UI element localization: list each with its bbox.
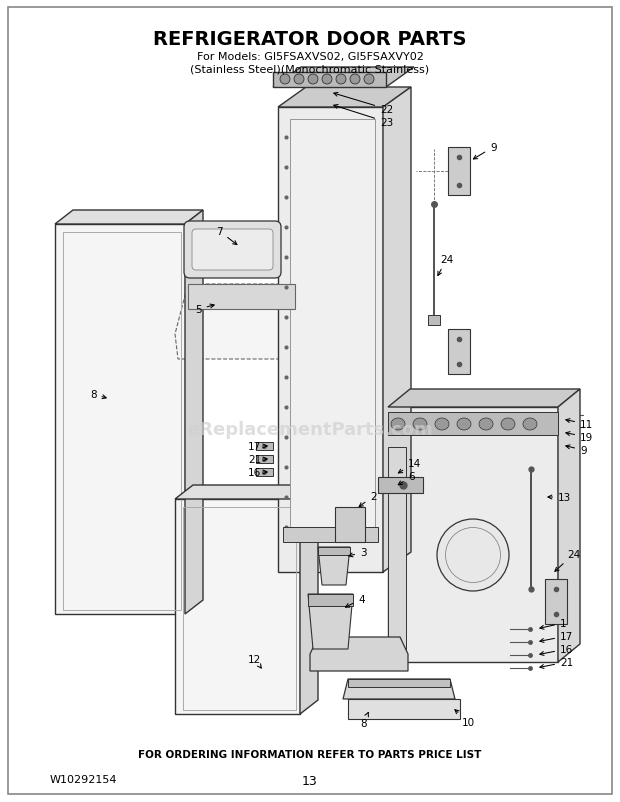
Ellipse shape xyxy=(391,419,405,431)
Polygon shape xyxy=(273,68,414,88)
Polygon shape xyxy=(310,638,408,671)
Text: 24: 24 xyxy=(438,255,453,276)
Text: 4: 4 xyxy=(345,594,365,607)
Text: W10292154: W10292154 xyxy=(50,774,118,784)
Polygon shape xyxy=(428,316,440,326)
Polygon shape xyxy=(185,211,203,614)
Text: 21: 21 xyxy=(248,455,267,464)
Bar xyxy=(63,233,181,610)
Polygon shape xyxy=(278,88,411,107)
Polygon shape xyxy=(256,468,273,476)
Polygon shape xyxy=(308,594,353,649)
Text: 13: 13 xyxy=(302,774,318,787)
Ellipse shape xyxy=(501,419,515,431)
Polygon shape xyxy=(278,107,383,573)
Text: 10: 10 xyxy=(455,710,475,727)
Polygon shape xyxy=(273,73,386,88)
Ellipse shape xyxy=(364,75,374,85)
Polygon shape xyxy=(283,528,378,542)
Ellipse shape xyxy=(523,419,537,431)
FancyBboxPatch shape xyxy=(192,229,273,270)
Ellipse shape xyxy=(350,75,360,85)
Polygon shape xyxy=(388,407,558,662)
Polygon shape xyxy=(55,225,185,614)
Text: 9: 9 xyxy=(566,445,587,456)
Polygon shape xyxy=(448,148,470,196)
Text: FOR ORDERING INFORMATION REFER TO PARTS PRICE LIST: FOR ORDERING INFORMATION REFER TO PARTS … xyxy=(138,749,482,759)
Text: 23: 23 xyxy=(334,105,393,128)
Text: 8: 8 xyxy=(90,390,106,399)
Polygon shape xyxy=(318,547,350,585)
Text: 11: 11 xyxy=(566,419,593,429)
Ellipse shape xyxy=(457,419,471,431)
Text: 24: 24 xyxy=(555,549,580,572)
Bar xyxy=(183,508,296,710)
Ellipse shape xyxy=(294,75,304,85)
Polygon shape xyxy=(175,485,318,500)
Text: For Models: GI5FSAXVS02, GI5FSAXVY02: For Models: GI5FSAXVS02, GI5FSAXVY02 xyxy=(197,52,423,62)
Ellipse shape xyxy=(308,75,318,85)
Text: 3: 3 xyxy=(349,547,366,557)
Text: 9: 9 xyxy=(474,143,497,160)
Ellipse shape xyxy=(280,75,290,85)
Polygon shape xyxy=(175,500,300,714)
Polygon shape xyxy=(256,456,273,464)
Text: (Stainless Steel)(Monochromatic Stainless): (Stainless Steel)(Monochromatic Stainles… xyxy=(190,64,430,74)
Text: 21: 21 xyxy=(540,657,574,669)
Bar xyxy=(290,119,375,534)
Ellipse shape xyxy=(336,75,346,85)
Text: 19: 19 xyxy=(566,432,593,443)
Ellipse shape xyxy=(322,75,332,85)
Polygon shape xyxy=(348,679,450,687)
Polygon shape xyxy=(175,285,310,359)
FancyBboxPatch shape xyxy=(184,221,281,278)
Polygon shape xyxy=(318,547,350,555)
Polygon shape xyxy=(388,390,580,407)
Ellipse shape xyxy=(479,419,493,431)
Polygon shape xyxy=(335,508,365,542)
Polygon shape xyxy=(188,285,295,310)
Text: 13: 13 xyxy=(548,492,571,502)
Text: REFRIGERATOR DOOR PARTS: REFRIGERATOR DOOR PARTS xyxy=(153,30,467,49)
Text: 2: 2 xyxy=(359,492,376,507)
Polygon shape xyxy=(383,88,411,573)
Text: eReplacementParts.com: eReplacementParts.com xyxy=(187,420,433,439)
Polygon shape xyxy=(545,579,567,624)
Text: 22: 22 xyxy=(334,93,393,115)
Polygon shape xyxy=(388,412,558,435)
Polygon shape xyxy=(388,448,406,662)
Polygon shape xyxy=(448,330,470,375)
Text: 14: 14 xyxy=(399,459,421,473)
Polygon shape xyxy=(558,390,580,662)
Ellipse shape xyxy=(435,419,449,431)
Text: 6: 6 xyxy=(398,472,415,485)
Polygon shape xyxy=(300,485,318,714)
Polygon shape xyxy=(343,679,455,699)
Polygon shape xyxy=(256,443,273,451)
Text: 8: 8 xyxy=(360,712,368,728)
Text: 1: 1 xyxy=(540,618,567,630)
Text: 17: 17 xyxy=(248,441,267,452)
Polygon shape xyxy=(308,594,353,606)
Ellipse shape xyxy=(413,419,427,431)
Text: 7: 7 xyxy=(216,227,237,245)
Text: 16: 16 xyxy=(248,468,267,477)
Polygon shape xyxy=(55,211,203,225)
Text: 12: 12 xyxy=(248,654,261,668)
Text: 5: 5 xyxy=(195,305,214,314)
Polygon shape xyxy=(348,699,460,719)
Ellipse shape xyxy=(437,520,509,591)
Text: 17: 17 xyxy=(540,631,574,642)
Polygon shape xyxy=(378,477,423,493)
Text: 16: 16 xyxy=(540,644,574,655)
